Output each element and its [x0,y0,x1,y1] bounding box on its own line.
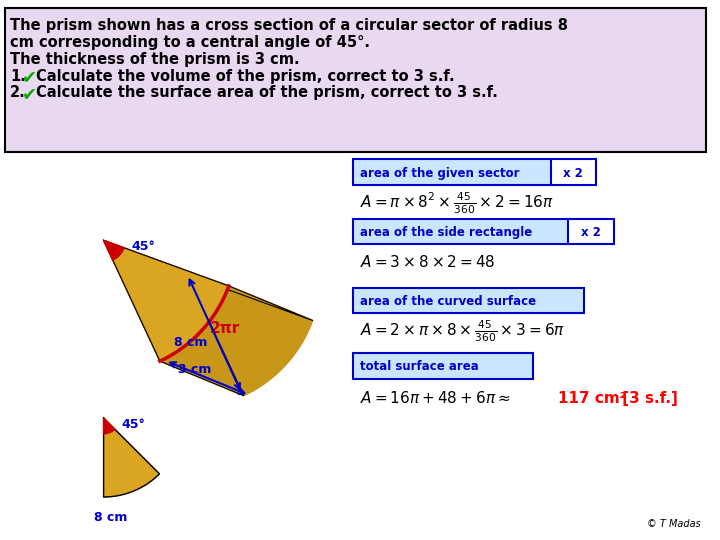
Text: 2.: 2. [10,85,26,100]
Text: $A = 2 \times \pi \times 8 \times \frac{45}{360} \times 3 = 6\pi$: $A = 2 \times \pi \times 8 \times \frac{… [360,319,565,344]
Text: x 2: x 2 [563,167,583,180]
Text: $A = 16\pi + 48 + 6\pi \approx$: $A = 16\pi + 48 + 6\pi \approx$ [360,390,510,406]
Text: x 2: x 2 [581,226,601,239]
Text: $A = \pi \times 8^2 \times \frac{45}{360} \times 2 = 16\pi$: $A = \pi \times 8^2 \times \frac{45}{360… [360,190,554,215]
Text: ✔: ✔ [22,85,37,104]
FancyBboxPatch shape [551,159,596,185]
FancyBboxPatch shape [354,219,572,244]
Text: 45°: 45° [131,240,155,253]
Text: Calculate the surface area of the prism, correct to 3 s.f.: Calculate the surface area of the prism,… [35,85,498,100]
Text: Calculate the volume of the prism, correct to 3 s.f.: Calculate the volume of the prism, corre… [35,69,454,84]
Text: © T Madas: © T Madas [647,518,701,529]
Text: 3 cm: 3 cm [178,363,211,376]
Text: $A = 3 \times 8 \times 2 = 48$: $A = 3 \times 8 \times 2 = 48$ [360,254,495,270]
Text: 8 cm: 8 cm [94,511,127,524]
Text: 2πr: 2πr [210,321,240,335]
Polygon shape [104,240,124,260]
Text: total surface area: total surface area [360,360,479,373]
Text: cm corresponding to a central angle of 45°.: cm corresponding to a central angle of 4… [10,35,370,50]
FancyBboxPatch shape [354,353,533,379]
FancyBboxPatch shape [354,288,584,313]
Text: 45°: 45° [122,418,145,431]
Polygon shape [160,286,312,396]
Text: 1.: 1. [10,69,26,84]
Polygon shape [104,240,312,321]
FancyBboxPatch shape [568,219,613,244]
Text: The prism shown has a cross section of a circular sector of radius 8: The prism shown has a cross section of a… [10,18,568,33]
Text: The thickness of the prism is 3 cm.: The thickness of the prism is 3 cm. [10,52,300,67]
FancyBboxPatch shape [354,159,554,185]
Text: area of the side rectangle: area of the side rectangle [360,226,532,239]
FancyBboxPatch shape [5,9,706,152]
Polygon shape [104,240,244,396]
Polygon shape [104,418,114,434]
Polygon shape [104,240,229,361]
Polygon shape [104,418,159,497]
Text: 8 cm: 8 cm [174,336,207,349]
Text: [3 s.f.]: [3 s.f.] [617,391,678,406]
Text: 117 cm²: 117 cm² [557,391,626,406]
Text: area of the given sector: area of the given sector [360,167,520,180]
Text: ✔: ✔ [22,69,37,87]
Text: area of the curved surface: area of the curved surface [360,295,536,308]
